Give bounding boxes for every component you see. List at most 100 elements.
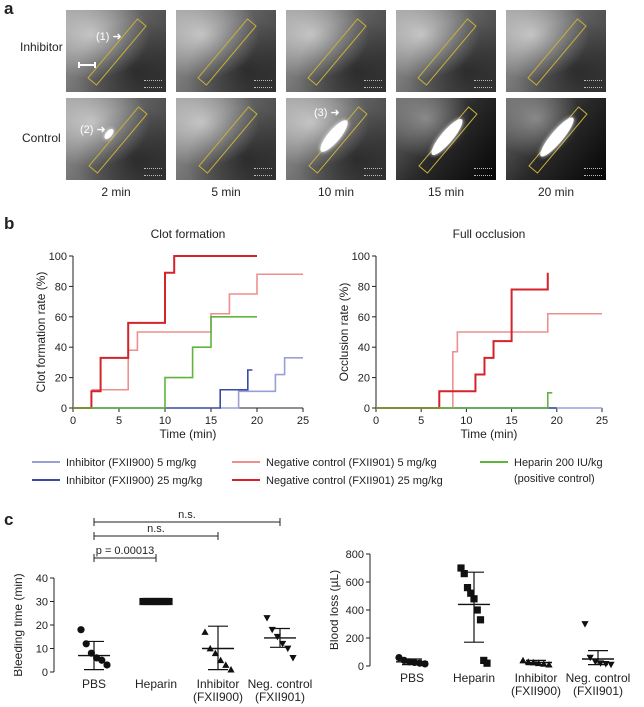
x-tick-label: 10 — [159, 415, 171, 427]
micrograph-inhibitor-2min: (1) ➜ — [66, 10, 166, 92]
x-category-label: (FXII900) — [511, 684, 561, 698]
micrograph-inhibitor-10min — [286, 10, 386, 92]
y-axis-label: Clot formation rate (%) — [34, 272, 48, 393]
y-tick-label: 800 — [346, 549, 364, 561]
y-tick-label: 0 — [364, 403, 370, 415]
data-point — [519, 656, 527, 664]
data-point — [581, 621, 589, 628]
time-label-5min: 5 min — [211, 185, 241, 199]
time-label-2min: 2 min — [101, 185, 131, 199]
data-point — [268, 626, 276, 634]
chart-title: Clot formation — [151, 227, 226, 241]
chart-legend: Inhibitor (FXII900) 5 mg/kg Inhibitor (FX… — [32, 457, 603, 487]
series-line — [73, 316, 257, 409]
y-tick-label: 80 — [55, 281, 67, 293]
data-point — [460, 570, 468, 578]
data-point — [473, 606, 481, 614]
x-category-label: PBS — [400, 671, 424, 685]
y-tick-label: 40 — [358, 342, 370, 354]
x-category-label: Neg. control — [248, 677, 313, 691]
y-tick-label: 0 — [61, 403, 67, 415]
data-point — [77, 626, 85, 634]
x-category-label: Inhibitor — [197, 677, 240, 691]
x-tick-label: 25 — [297, 415, 309, 427]
legend-label: Inhibitor (FXII900) 5 mg/kg — [66, 457, 196, 469]
micrograph-control-15min — [396, 98, 496, 180]
marker-1: (1) — [96, 31, 110, 43]
data-point — [463, 584, 472, 592]
micrograph-control-5min — [176, 98, 276, 180]
time-label-20min: 20 min — [537, 185, 575, 199]
y-tick-label: 20 — [36, 620, 48, 632]
micrograph-inhibitor-15min — [396, 10, 496, 92]
significance-label: n.s. — [147, 523, 165, 535]
data-point — [273, 633, 281, 641]
micrograph-inhibitor-5min — [176, 10, 276, 92]
row-label-inhibitor: Inhibitor — [20, 40, 63, 54]
y-tick-label: 600 — [346, 577, 364, 589]
x-category-label: (FXII900) — [193, 690, 243, 704]
series-line — [376, 272, 549, 409]
y-tick-label: 200 — [346, 633, 364, 645]
y-tick-label: 40 — [55, 342, 67, 354]
x-tick-label: 15 — [205, 415, 217, 427]
series-line — [376, 312, 602, 409]
x-category-label: Heparin — [453, 671, 495, 685]
x-category-label: (FXII901) — [573, 684, 623, 698]
data-point — [263, 615, 271, 622]
series-line — [376, 392, 553, 409]
data-point — [201, 628, 209, 635]
micrograph-control-2min: (2) ➜ — [66, 98, 166, 180]
clot-formation-chart: Clot formation 0 20 40 60 80 100 0 5 10 15 20 25 Time… — [34, 227, 309, 441]
y-tick-label: 30 — [36, 597, 48, 609]
x-axis-label: Time (min) — [160, 427, 217, 441]
data-point — [279, 640, 287, 648]
data-point — [217, 656, 225, 664]
x-tick-label: 0 — [70, 415, 76, 427]
time-label-10min: 10 min — [317, 185, 355, 199]
x-tick-label: 5 — [418, 415, 424, 427]
data-point — [227, 666, 235, 673]
x-tick-label: 20 — [251, 415, 263, 427]
x-tick-label: 5 — [116, 415, 122, 427]
series-line — [91, 273, 303, 391]
full-occlusion-chart: Full occlusion 0 20 40 60 80 100 0 5 10 15 20 25 Time… — [337, 227, 608, 441]
x-category-label: PBS — [82, 677, 106, 691]
data-point — [289, 655, 297, 662]
y-tick-label: 60 — [358, 312, 370, 324]
data-point — [540, 660, 548, 667]
data-point — [524, 658, 532, 665]
panel-b-letter: b — [4, 214, 15, 233]
series-line — [73, 369, 253, 409]
x-axis-label: Time (min) — [461, 427, 518, 441]
x-tick-label: 0 — [373, 415, 379, 427]
significance-label: n.s. — [178, 509, 196, 521]
y-tick-label: 20 — [358, 373, 370, 385]
marker-3: (3) — [314, 107, 328, 119]
y-axis-label: Bleeding time (min) — [14, 573, 25, 676]
x-tick-label: 15 — [505, 415, 517, 427]
data-point — [586, 654, 594, 662]
data-point — [467, 589, 475, 597]
x-tick-label: 10 — [460, 415, 472, 427]
panel-a-letter: a — [4, 0, 14, 18]
y-tick-label: 60 — [55, 312, 67, 324]
data-point — [607, 661, 615, 669]
scale-bar — [78, 62, 96, 68]
chart-title: Full occlusion — [453, 227, 526, 241]
data-point — [284, 645, 292, 653]
legend-label: Heparin 200 IU/kg — [514, 457, 603, 469]
y-tick-label: 100 — [49, 251, 67, 263]
x-category-label: Inhibitor — [515, 671, 558, 685]
series-line — [73, 255, 257, 409]
y-tick-label: 20 — [55, 373, 67, 385]
marker-2: (2) — [80, 124, 94, 136]
y-tick-label: 100 — [352, 251, 370, 263]
micrograph-inhibitor-20min — [506, 10, 606, 92]
data-point — [545, 661, 553, 668]
time-label-15min: 15 min — [427, 185, 465, 199]
legend-label: Negative control (FXII901) 25 mg/kg — [266, 475, 443, 487]
y-axis-label: Blood loss (µL) — [330, 570, 341, 650]
legend-label-line2: (positive control) — [514, 473, 595, 485]
blood-loss-chart: 0 200 400 600 800 Blood loss (µL) PBS Heparin In… — [330, 549, 630, 698]
